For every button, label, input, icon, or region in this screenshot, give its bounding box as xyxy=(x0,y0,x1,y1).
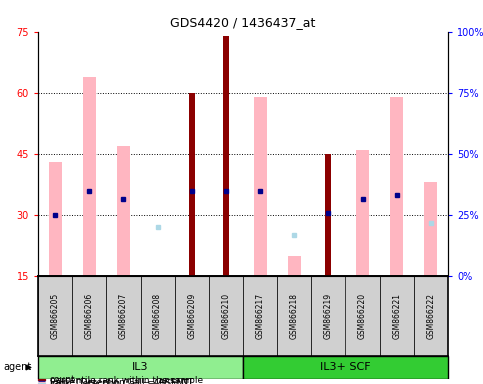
Bar xyxy=(380,276,414,356)
Text: percentile rank within the sample: percentile rank within the sample xyxy=(50,376,203,384)
Bar xyxy=(141,276,175,356)
Text: agent: agent xyxy=(3,362,31,372)
Text: GSM866208: GSM866208 xyxy=(153,293,162,339)
Bar xyxy=(83,77,96,276)
Bar xyxy=(288,256,301,276)
Bar xyxy=(243,356,448,379)
Text: GSM866205: GSM866205 xyxy=(51,293,59,339)
Text: GSM866221: GSM866221 xyxy=(392,293,401,339)
Bar xyxy=(223,36,229,276)
Bar xyxy=(326,154,331,276)
Text: value, Detection Call = ABSENT: value, Detection Call = ABSENT xyxy=(50,377,194,384)
Text: GSM866220: GSM866220 xyxy=(358,293,367,339)
Bar xyxy=(425,182,438,276)
Bar xyxy=(117,146,130,276)
Bar xyxy=(209,276,243,356)
Bar xyxy=(38,276,72,356)
Bar xyxy=(345,276,380,356)
Text: GSM866207: GSM866207 xyxy=(119,293,128,339)
Text: GSM866218: GSM866218 xyxy=(290,293,299,339)
Bar xyxy=(72,276,106,356)
Text: count: count xyxy=(50,375,76,384)
Text: rank, Detection Call = ABSENT: rank, Detection Call = ABSENT xyxy=(50,379,189,384)
Bar xyxy=(277,276,312,356)
Bar xyxy=(106,276,141,356)
Bar xyxy=(49,162,61,276)
Bar xyxy=(312,276,345,356)
Bar xyxy=(38,379,45,380)
Bar xyxy=(38,383,45,384)
Bar xyxy=(243,276,277,356)
Text: GSM866209: GSM866209 xyxy=(187,293,196,339)
Text: GSM866217: GSM866217 xyxy=(256,293,265,339)
Bar xyxy=(414,276,448,356)
Bar xyxy=(254,97,267,276)
Bar xyxy=(356,150,369,276)
Bar xyxy=(390,97,403,276)
Bar xyxy=(189,93,195,276)
Text: GSM866210: GSM866210 xyxy=(221,293,230,339)
Text: IL3: IL3 xyxy=(132,362,149,372)
Text: GSM866219: GSM866219 xyxy=(324,293,333,339)
Text: GSM866206: GSM866206 xyxy=(85,293,94,339)
Text: GSM866222: GSM866222 xyxy=(426,293,435,339)
Text: IL3+ SCF: IL3+ SCF xyxy=(320,362,371,372)
Bar xyxy=(38,356,243,379)
Title: GDS4420 / 1436437_at: GDS4420 / 1436437_at xyxy=(170,17,316,30)
Bar xyxy=(175,276,209,356)
